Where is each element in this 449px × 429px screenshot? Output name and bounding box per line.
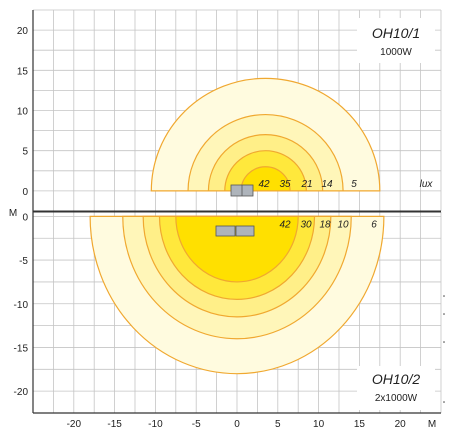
lux-label-14: 14 [321, 179, 333, 190]
lux-label-5: 5 [351, 179, 357, 190]
luminaire-icon [215, 225, 255, 237]
y-tick-label: -5 [19, 256, 28, 267]
margin-dot [443, 295, 445, 297]
x-tick-label: -15 [107, 419, 122, 429]
lux-label-35: 35 [279, 179, 291, 190]
lux-label-42: 42 [279, 219, 291, 230]
top-panel: 42 35 21 14 5 lux [32, 9, 442, 212]
bottom-title-box [357, 366, 435, 410]
margin-dot [443, 341, 445, 343]
axes-frame: 0 5 10 15 20 0 -5 -10 -15 -20 -20 -15 -10 -5 0 5 10 15 20 M… [9, 10, 441, 429]
panel-labels: OH10/1 1000W OH10/2 2x1000W [357, 18, 445, 410]
y-tick-label: 0 [22, 212, 28, 223]
y-tick-label: 0 [22, 187, 28, 198]
x-tick-label: 15 [354, 419, 366, 429]
x-tick-label: 10 [313, 419, 325, 429]
y-tick-label: 15 [17, 66, 29, 77]
y-tick-label: 10 [17, 107, 29, 118]
bottom-title: OH10/2 [372, 371, 420, 387]
top-subtitle: 1000W [380, 47, 412, 58]
y-tick-label: 20 [17, 26, 29, 37]
lux-label-10: 10 [337, 219, 349, 230]
bottom-subtitle: 2x1000W [375, 393, 418, 404]
lux-label-21: 21 [300, 179, 312, 190]
bottom-panel: 42 30 18 10 6 [32, 212, 442, 414]
x-tick-label: -20 [67, 419, 82, 429]
x-tick-label: -5 [192, 419, 201, 429]
y-tick-label: -15 [14, 343, 29, 354]
lux-label-6: 6 [371, 219, 377, 230]
margin-dot [443, 313, 445, 315]
isolux-contour-42 [175, 215, 299, 283]
top-title: OH10/1 [372, 25, 420, 41]
x-tick-label: 20 [395, 419, 407, 429]
x-tick-label: 5 [275, 419, 281, 429]
x-tick-label: 0 [234, 419, 240, 429]
top-title-box [357, 18, 435, 63]
x-axis-unit: M [428, 419, 436, 429]
luminaire-icon [230, 184, 254, 197]
y-tick-label: -20 [14, 387, 29, 398]
x-tick-label: -10 [148, 419, 163, 429]
y-tick-label: 5 [22, 147, 28, 158]
lux-label-42: 42 [258, 179, 270, 190]
lux-label-18: 18 [319, 219, 331, 230]
y-axis-unit: M [9, 208, 17, 219]
y-tick-label: -10 [14, 300, 29, 311]
lux-label-30: 30 [300, 219, 312, 230]
margin-dot [443, 401, 445, 403]
lux-unit-label: lux [420, 179, 434, 190]
